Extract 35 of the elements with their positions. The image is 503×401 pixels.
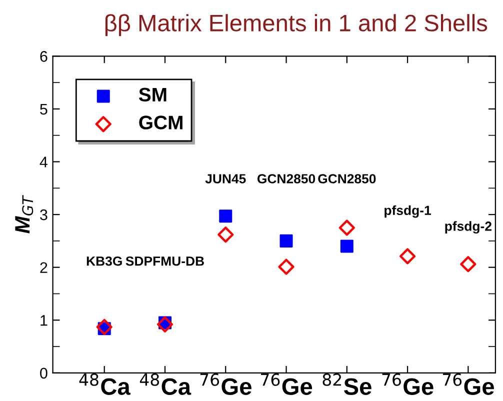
point <box>156 316 174 332</box>
annotation: GCN2850 <box>257 174 316 184</box>
annotation: GCN2850 <box>318 174 376 184</box>
x-tick-label: $^{82}$Se <box>322 373 372 395</box>
x-tick-label: $^{76}$Ge <box>382 373 434 395</box>
annotation: JUN45 <box>205 174 246 184</box>
point <box>219 210 232 223</box>
chart-title: ββ Matrix Elements in 1 and 2 Shells <box>105 14 488 36</box>
point <box>278 258 294 275</box>
y-axis-title: M$_{GT}$ <box>15 194 34 234</box>
annotation: KB3G <box>86 256 122 266</box>
y-tick-label: 0 <box>40 368 48 379</box>
y-tick-label: 4 <box>40 156 48 168</box>
legend-label: GCM <box>139 116 182 130</box>
x-tick-label: $^{48}$Ca <box>79 373 130 395</box>
y-tick-label: 6 <box>40 51 48 62</box>
x-tick-label: $^{76}$Ge <box>261 373 312 395</box>
x-tick-label: $^{48}$Ca <box>140 373 192 395</box>
y-tick-label: 1 <box>40 315 48 326</box>
y-tick-label: 2 <box>40 262 48 273</box>
point <box>460 256 476 272</box>
annotation: pfsdg-1 <box>384 205 431 218</box>
point <box>399 248 416 264</box>
y-tick-label: 3 <box>40 209 48 220</box>
point <box>218 226 234 243</box>
annotation: pfsdg-2 <box>445 221 492 234</box>
point <box>338 220 355 236</box>
point <box>96 318 112 336</box>
point <box>340 240 354 253</box>
legend-label: SM <box>138 88 166 102</box>
y-tick-label: 5 <box>40 104 48 115</box>
x-tick-label: $^{76}$Ge <box>442 373 494 395</box>
point <box>280 234 293 248</box>
annotation: SDPFMU-DB <box>126 256 204 266</box>
x-tick-label: $^{76}$Ge <box>200 373 252 395</box>
